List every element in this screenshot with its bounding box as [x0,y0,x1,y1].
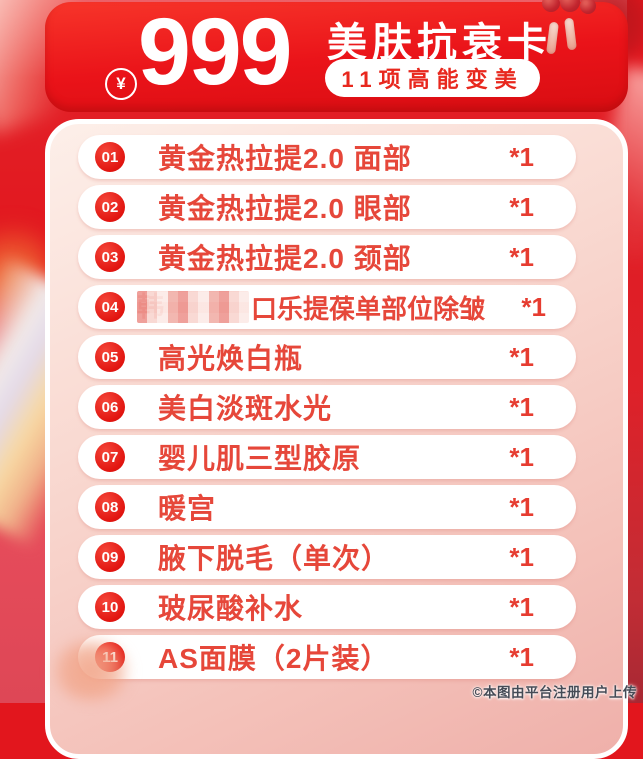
item-number-badge: 08 [95,492,125,522]
package-item-row: 01 黄金热拉提2.0 面部 *1 [78,135,576,179]
item-label: 婴儿肌三型胶原 [158,443,362,474]
item-number-badge: 04 [95,292,125,322]
berry-ornament-icon [540,0,600,20]
item-quantity: *1 [509,641,534,672]
item-number-badge: 05 [95,342,125,372]
item-quantity: *1 [509,191,534,222]
item-number-badge: 07 [95,442,125,472]
package-item-row: 07 婴儿肌三型胶原 *1 [78,435,576,479]
item-number-badge: 01 [95,142,125,172]
item-label: 腋下脱毛（单次） [158,543,391,574]
censored-region: 韩 [137,291,249,323]
card-title: 美肤抗衰卡 [327,21,552,65]
package-item-row: 03 黄金热拉提2.0 颈部 *1 [78,235,576,279]
item-quantity: *1 [509,391,534,422]
berry-icon [542,0,560,12]
price-value: 999 [138,0,293,105]
package-items-panel: 01 黄金热拉提2.0 面部 *1 02 黄金热拉提2.0 眼部 *1 03 黄… [45,119,628,759]
item-label: 高光焕白瓶 [158,343,304,374]
item-label: 黄金热拉提2.0 眼部 [158,193,412,224]
package-item-row: 05 高光焕白瓶 *1 [78,335,576,379]
item-number-badge: 10 [95,592,125,622]
item-number-badge: 02 [95,192,125,222]
price-header-card: ¥ 999 美肤抗衰卡 11项高能变美 [45,0,628,112]
item-label: 黄金热拉提2.0 颈部 [158,243,412,274]
package-item-row: 04 韩 口乐提葆单部位除皱 *1 [78,285,576,329]
package-item-row: 06 美白淡斑水光 *1 [78,385,576,429]
item-count-badge: 11项高能变美 [325,59,540,97]
item-label: 口乐提葆单部位除皱 [251,293,486,324]
item-quantity: *1 [509,341,534,372]
item-quantity: *1 [509,241,534,272]
item-label: 暖宫 [158,493,217,524]
package-item-row: 08 暖宫 *1 [78,485,576,529]
berry-icon [580,0,596,14]
item-label: 黄金热拉提2.0 面部 [158,143,412,174]
decor-peach-blob [52,642,130,700]
item-label: AS面膜（2片装） [158,643,390,674]
item-quantity: *1 [509,491,534,522]
item-number-badge: 09 [95,542,125,572]
package-item-row: 11 AS面膜（2片装） *1 [78,635,576,679]
item-number-badge: 03 [95,242,125,272]
item-quantity: *1 [509,591,534,622]
berry-icon [560,0,580,12]
item-label: 美白淡斑水光 [158,393,333,424]
yuan-icon: ¥ [105,68,137,100]
item-quantity: *1 [521,291,546,322]
item-number-badge: 06 [95,392,125,422]
package-item-row: 10 玻尿酸补水 *1 [78,585,576,629]
item-label: 玻尿酸补水 [158,593,304,624]
mosaic-blur [137,291,249,323]
item-quantity: *1 [509,541,534,572]
platform-watermark: ©本图由平台注册用户上传 [472,685,637,700]
item-quantity: *1 [509,141,534,172]
items-list: 01 黄金热拉提2.0 面部 *1 02 黄金热拉提2.0 眼部 *1 03 黄… [78,135,576,685]
package-item-row: 02 黄金热拉提2.0 眼部 *1 [78,185,576,229]
package-item-row: 09 腋下脱毛（单次） *1 [78,535,576,579]
item-quantity: *1 [509,441,534,472]
